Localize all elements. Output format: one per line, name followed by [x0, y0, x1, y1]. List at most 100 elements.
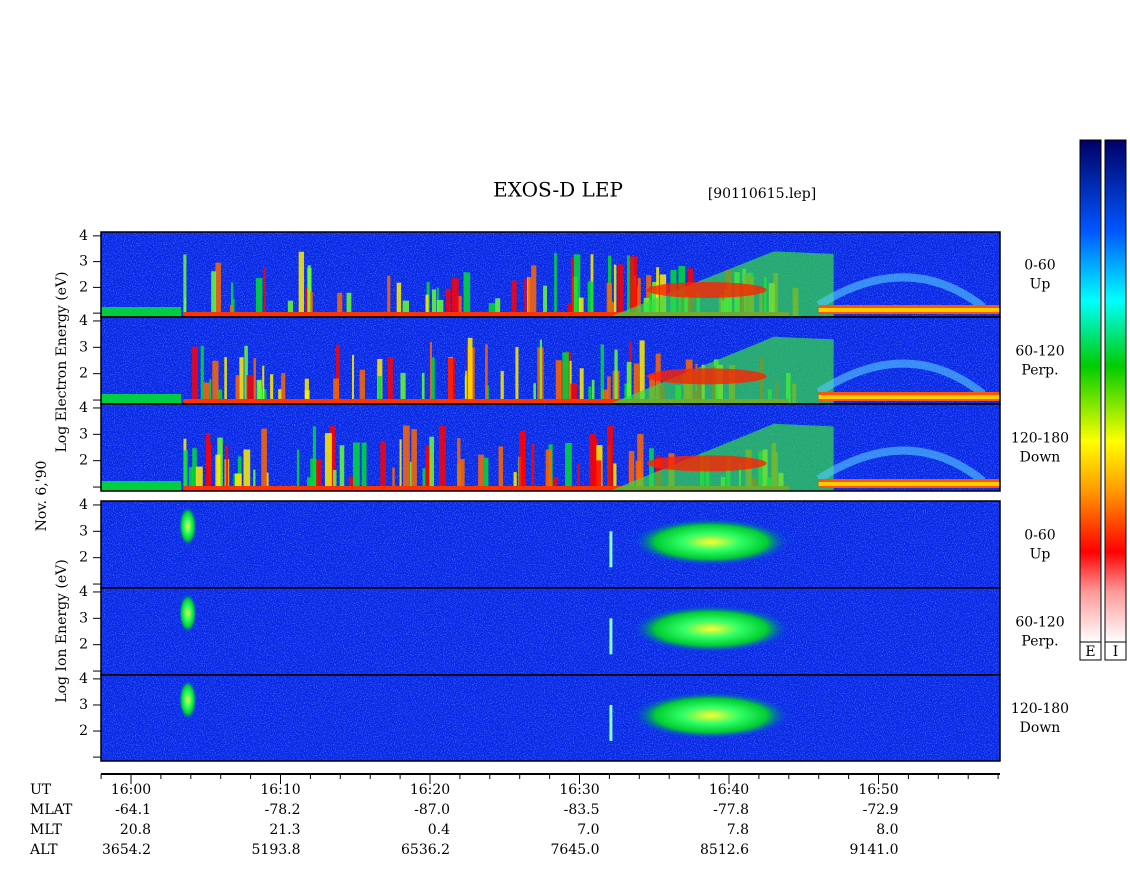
streak	[329, 426, 336, 491]
arc	[816, 359, 986, 398]
streak	[573, 254, 581, 317]
panel-label: 0-60	[1024, 528, 1055, 544]
y-tick-label: 3	[79, 610, 88, 626]
streak	[431, 289, 437, 317]
streak	[422, 468, 426, 491]
streak	[188, 467, 194, 491]
streak	[215, 454, 221, 491]
streak	[278, 389, 283, 404]
ephemeris-value: 7645.0	[551, 842, 600, 858]
ephemeris-value: -83.5	[564, 802, 600, 818]
streak	[333, 378, 339, 404]
streak	[646, 275, 652, 317]
streak	[463, 272, 471, 317]
arc	[816, 446, 986, 485]
y-tick-label: 4	[79, 228, 88, 244]
streak	[588, 386, 592, 404]
low-band	[101, 394, 181, 404]
streak	[298, 251, 305, 317]
streak	[402, 300, 410, 317]
streak	[203, 382, 210, 404]
panel-label: 120-180	[1011, 701, 1069, 717]
panel: 4 3 2 120-180 Down	[79, 400, 1069, 492]
ephemeris-value: -87.0	[414, 802, 450, 818]
streak	[577, 463, 581, 491]
streak	[578, 297, 584, 317]
streak	[633, 363, 640, 404]
streak	[459, 459, 465, 491]
streak	[569, 360, 572, 404]
streak	[200, 345, 204, 404]
streak	[630, 256, 638, 317]
row-name: MLAT	[30, 802, 73, 818]
streak	[266, 472, 269, 491]
low-band	[101, 307, 181, 317]
time-label: 16:50	[858, 782, 898, 798]
panel-sublabel: Perp.	[1021, 634, 1058, 650]
ion-burst	[178, 506, 197, 547]
streak	[409, 461, 412, 491]
panel-noise	[101, 232, 1000, 317]
panel-label: 60-120	[1015, 615, 1064, 631]
streak	[263, 267, 266, 317]
color-bar	[1104, 139, 1127, 643]
streak	[307, 477, 312, 491]
color-bar-label: I	[1113, 644, 1119, 660]
ion-burst	[178, 679, 197, 720]
ephemeris-value: 3654.2	[102, 842, 151, 858]
streak	[531, 265, 537, 317]
y-tick-label: 4	[79, 584, 88, 600]
time-label: 16:30	[559, 782, 599, 798]
streak	[539, 339, 542, 404]
streak	[281, 373, 286, 404]
streak	[253, 469, 256, 491]
ion-blob	[631, 604, 792, 653]
y-tick-label: 2	[79, 550, 88, 566]
streak	[511, 280, 517, 317]
streak	[183, 254, 187, 317]
streak	[595, 460, 602, 491]
streak	[262, 365, 265, 404]
row-name: ALT	[29, 842, 58, 858]
streak	[270, 374, 274, 404]
streak	[339, 445, 345, 491]
streak	[184, 297, 187, 317]
streak	[400, 373, 406, 404]
date-label: Nov. 6,'90	[34, 461, 50, 532]
streak	[243, 449, 251, 491]
color-bar	[1079, 139, 1102, 643]
streak	[531, 443, 535, 491]
streak	[336, 344, 340, 404]
ephemeris-value: -78.2	[265, 802, 301, 818]
streak	[287, 300, 294, 317]
streak	[312, 426, 317, 491]
ephemeris-value: 7.0	[577, 822, 599, 838]
streak	[457, 438, 461, 491]
streak	[215, 262, 221, 317]
y-tick-label: 3	[79, 426, 88, 442]
streak	[211, 271, 217, 317]
streak	[429, 342, 432, 404]
streak	[195, 466, 203, 491]
streak	[235, 473, 242, 491]
late-band-2	[818, 395, 1000, 399]
streak	[614, 349, 618, 404]
red-floor	[183, 312, 789, 317]
ephemeris-value: 21.3	[269, 822, 300, 838]
streak	[498, 446, 504, 491]
streak	[606, 282, 612, 317]
streak	[483, 457, 489, 491]
y-tick-label: 2	[79, 723, 88, 739]
ion-axis-label: Log Ion Energy (eV)	[54, 559, 70, 702]
streak	[485, 344, 488, 404]
ion-burst	[178, 593, 197, 634]
streak	[396, 282, 402, 317]
streak	[637, 434, 644, 491]
ephemeris-value: 0.4	[428, 822, 450, 838]
red-floor	[183, 486, 789, 491]
ion-spike	[609, 704, 613, 741]
panel-frame	[100, 403, 1001, 492]
streak	[587, 281, 594, 317]
streak	[192, 346, 198, 404]
panel-frame	[100, 674, 1001, 762]
